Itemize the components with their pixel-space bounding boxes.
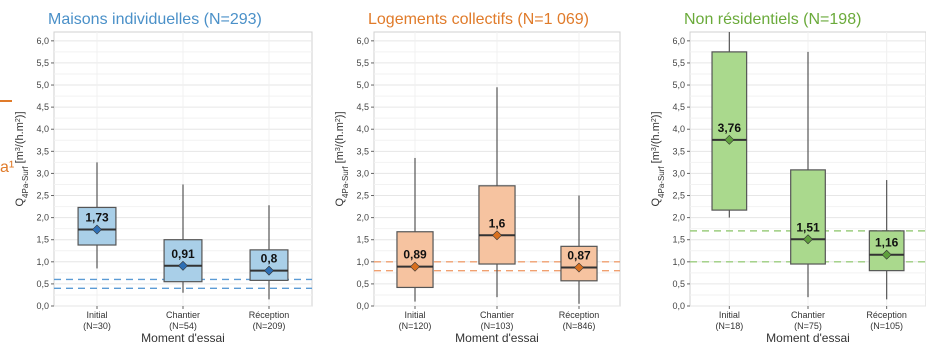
- y-tick-label: 3,0: [356, 168, 369, 178]
- mean-marker: [881, 249, 892, 260]
- x-axis-label: Moment d'essai: [455, 331, 539, 345]
- x-tick-label: Chantier: [166, 310, 200, 320]
- mean-value-label: 0,87: [567, 249, 591, 263]
- y-tick-label: 4,5: [356, 102, 369, 112]
- box-body: [478, 185, 516, 265]
- y-tick-label: 5,5: [672, 58, 685, 68]
- box-body: [396, 231, 434, 289]
- y-tick-label: 0,0: [36, 301, 49, 311]
- chart-title: Maisons individuelles (N=293): [48, 11, 262, 28]
- y-tick-label: 1,5: [672, 235, 685, 245]
- mean-marker: [264, 265, 274, 276]
- y-tick-label: 2,0: [36, 213, 49, 223]
- y-tick-label: 0,0: [356, 301, 369, 311]
- mean-marker: [410, 261, 420, 272]
- mean-marker: [803, 234, 813, 245]
- y-tick-label: 4,0: [672, 124, 685, 134]
- y-tick-label: 1,0: [356, 257, 369, 267]
- y-axis-label: Q4Pa-Surf [m3/(h.m2)]: [650, 111, 666, 206]
- x-tick-count: (N=846): [563, 321, 596, 331]
- x-tick-label: Réception: [559, 310, 600, 320]
- x-tick-label: Initial: [719, 310, 740, 320]
- x-tick-label: Initial: [86, 310, 107, 320]
- x-tick-count: (N=209): [253, 321, 286, 331]
- box-body: [711, 51, 748, 211]
- x-tick-label: Réception: [866, 310, 907, 320]
- y-tick-label: 4,0: [356, 124, 369, 134]
- mean-marker: [574, 262, 584, 273]
- y-tick-label: 4,5: [36, 102, 49, 112]
- mean-marker: [492, 230, 502, 241]
- mean-value-label: 1,51: [796, 220, 820, 234]
- y-tick-label: 2,5: [356, 191, 369, 201]
- y-tick-label: 0,5: [36, 279, 49, 289]
- y-tick-label: 3,5: [672, 146, 685, 156]
- x-tick-label: Initial: [404, 310, 425, 320]
- mean-value-label: 3,76: [718, 121, 742, 135]
- y-axis-label: Q4Pa-Surf [m3/(h.m2)]: [14, 111, 30, 206]
- x-tick-count: (N=54): [169, 321, 197, 331]
- y-tick-label: 2,5: [36, 191, 49, 201]
- y-tick-label: 4,0: [36, 124, 49, 134]
- mean-marker: [92, 224, 102, 235]
- x-axis-label: Moment d'essai: [766, 331, 850, 345]
- partial-dash-fragment: [0, 100, 12, 102]
- y-tick-label: 0,0: [672, 301, 685, 311]
- box-body: [163, 239, 203, 283]
- y-tick-label: 5,5: [36, 58, 49, 68]
- partial-label-fragment: a¹: [0, 159, 15, 176]
- y-tick-label: 6,0: [672, 36, 685, 46]
- y-tick-label: 1,5: [36, 235, 49, 245]
- y-tick-label: 6,0: [356, 36, 369, 46]
- y-tick-label: 5,5: [356, 58, 369, 68]
- mean-marker: [724, 134, 735, 145]
- y-tick-label: 5,0: [36, 80, 49, 90]
- y-tick-label: 0,5: [356, 279, 369, 289]
- x-tick-label: Réception: [249, 310, 290, 320]
- x-tick-count: (N=103): [481, 321, 514, 331]
- x-tick-label: Chantier: [480, 310, 514, 320]
- mean-marker: [178, 260, 188, 271]
- y-tick-label: 2,5: [672, 191, 685, 201]
- y-tick-label: 1,0: [672, 257, 685, 267]
- y-tick-label: 3,5: [356, 146, 369, 156]
- y-tick-label: 5,0: [672, 80, 685, 90]
- x-axis-label: Moment d'essai: [141, 331, 225, 345]
- y-tick-label: 2,0: [356, 213, 369, 223]
- chart-title: Non résidentiels (N=198): [684, 11, 861, 28]
- y-axis-label: Q4Pa-Surf [m3/(h.m2)]: [334, 111, 350, 206]
- y-tick-label: 6,0: [36, 36, 49, 46]
- chart-title: Logements collectifs (N=1 069): [368, 11, 589, 28]
- y-tick-label: 4,5: [672, 102, 685, 112]
- mean-value-label: 1,16: [875, 236, 899, 250]
- mean-value-label: 1,73: [85, 211, 109, 225]
- box-body: [790, 169, 826, 265]
- x-tick-count: (N=105): [870, 321, 903, 331]
- y-tick-label: 0,5: [672, 279, 685, 289]
- y-tick-label: 2,0: [672, 213, 685, 223]
- y-tick-label: 5,0: [356, 80, 369, 90]
- y-tick-label: 3,0: [672, 168, 685, 178]
- x-tick-label: Chantier: [791, 310, 825, 320]
- y-tick-label: 3,5: [36, 146, 49, 156]
- y-tick-label: 3,0: [36, 168, 49, 178]
- x-tick-count: (N=75): [794, 321, 822, 331]
- mean-value-label: 0,8: [261, 252, 278, 266]
- x-tick-count: (N=120): [399, 321, 432, 331]
- x-tick-count: (N=30): [83, 321, 111, 331]
- mean-value-label: 0,91: [171, 247, 195, 261]
- x-tick-count: (N=18): [715, 321, 743, 331]
- mean-value-label: 1,6: [489, 216, 506, 230]
- y-tick-label: 1,5: [356, 235, 369, 245]
- y-tick-label: 1,0: [36, 257, 49, 267]
- mean-value-label: 0,89: [403, 248, 427, 262]
